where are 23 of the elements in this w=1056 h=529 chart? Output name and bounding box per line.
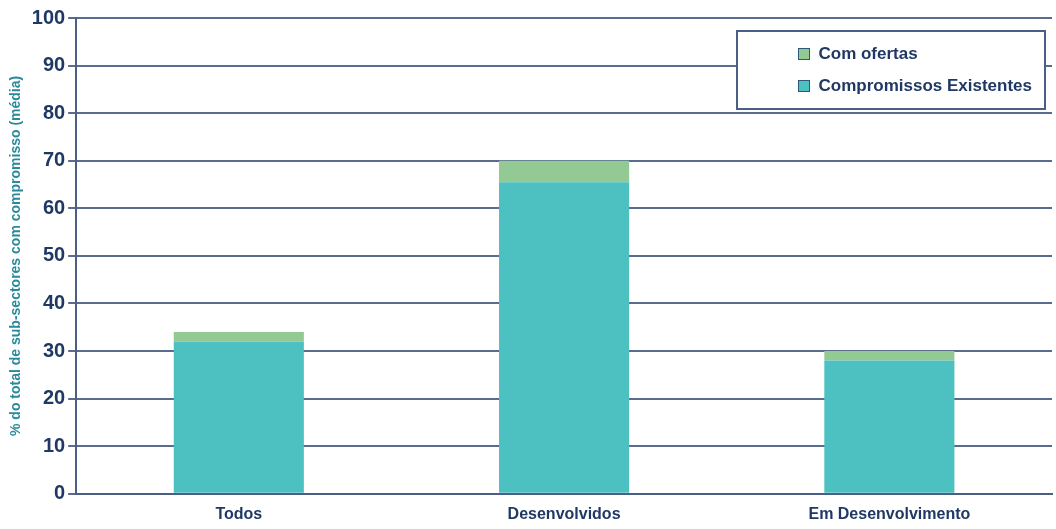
x-tick-label: Em Desenvolvimento (808, 504, 971, 522)
y-tick-label: 70 (42, 148, 66, 171)
y-tick-label: 10 (42, 433, 66, 456)
y-tick-label: 40 (42, 291, 66, 313)
y-tick-label: 0 (54, 481, 66, 504)
y-tick-label: 20 (42, 386, 66, 409)
bar (173, 332, 304, 342)
y-tick-label: 30 (42, 338, 66, 361)
y-tick-label: 80 (42, 100, 66, 123)
legend-label: Com ofertas (818, 44, 918, 64)
y-tick-label: 60 (42, 195, 66, 218)
bar (824, 351, 955, 361)
x-tick-label: Desenvolvidos (507, 504, 621, 522)
bar (173, 341, 304, 493)
y-axis-title: % do total de sub-sectores com compromisso (média) (7, 75, 24, 436)
x-tick-label: Todos (215, 504, 263, 522)
y-tick-label: 90 (42, 53, 66, 76)
bar (499, 182, 630, 493)
bar (499, 160, 630, 183)
y-tick-label: 100 (31, 5, 66, 28)
y-tick-label: 50 (42, 243, 66, 266)
bar (824, 360, 955, 493)
legend-label: Compromissos Existentes (818, 76, 1032, 96)
